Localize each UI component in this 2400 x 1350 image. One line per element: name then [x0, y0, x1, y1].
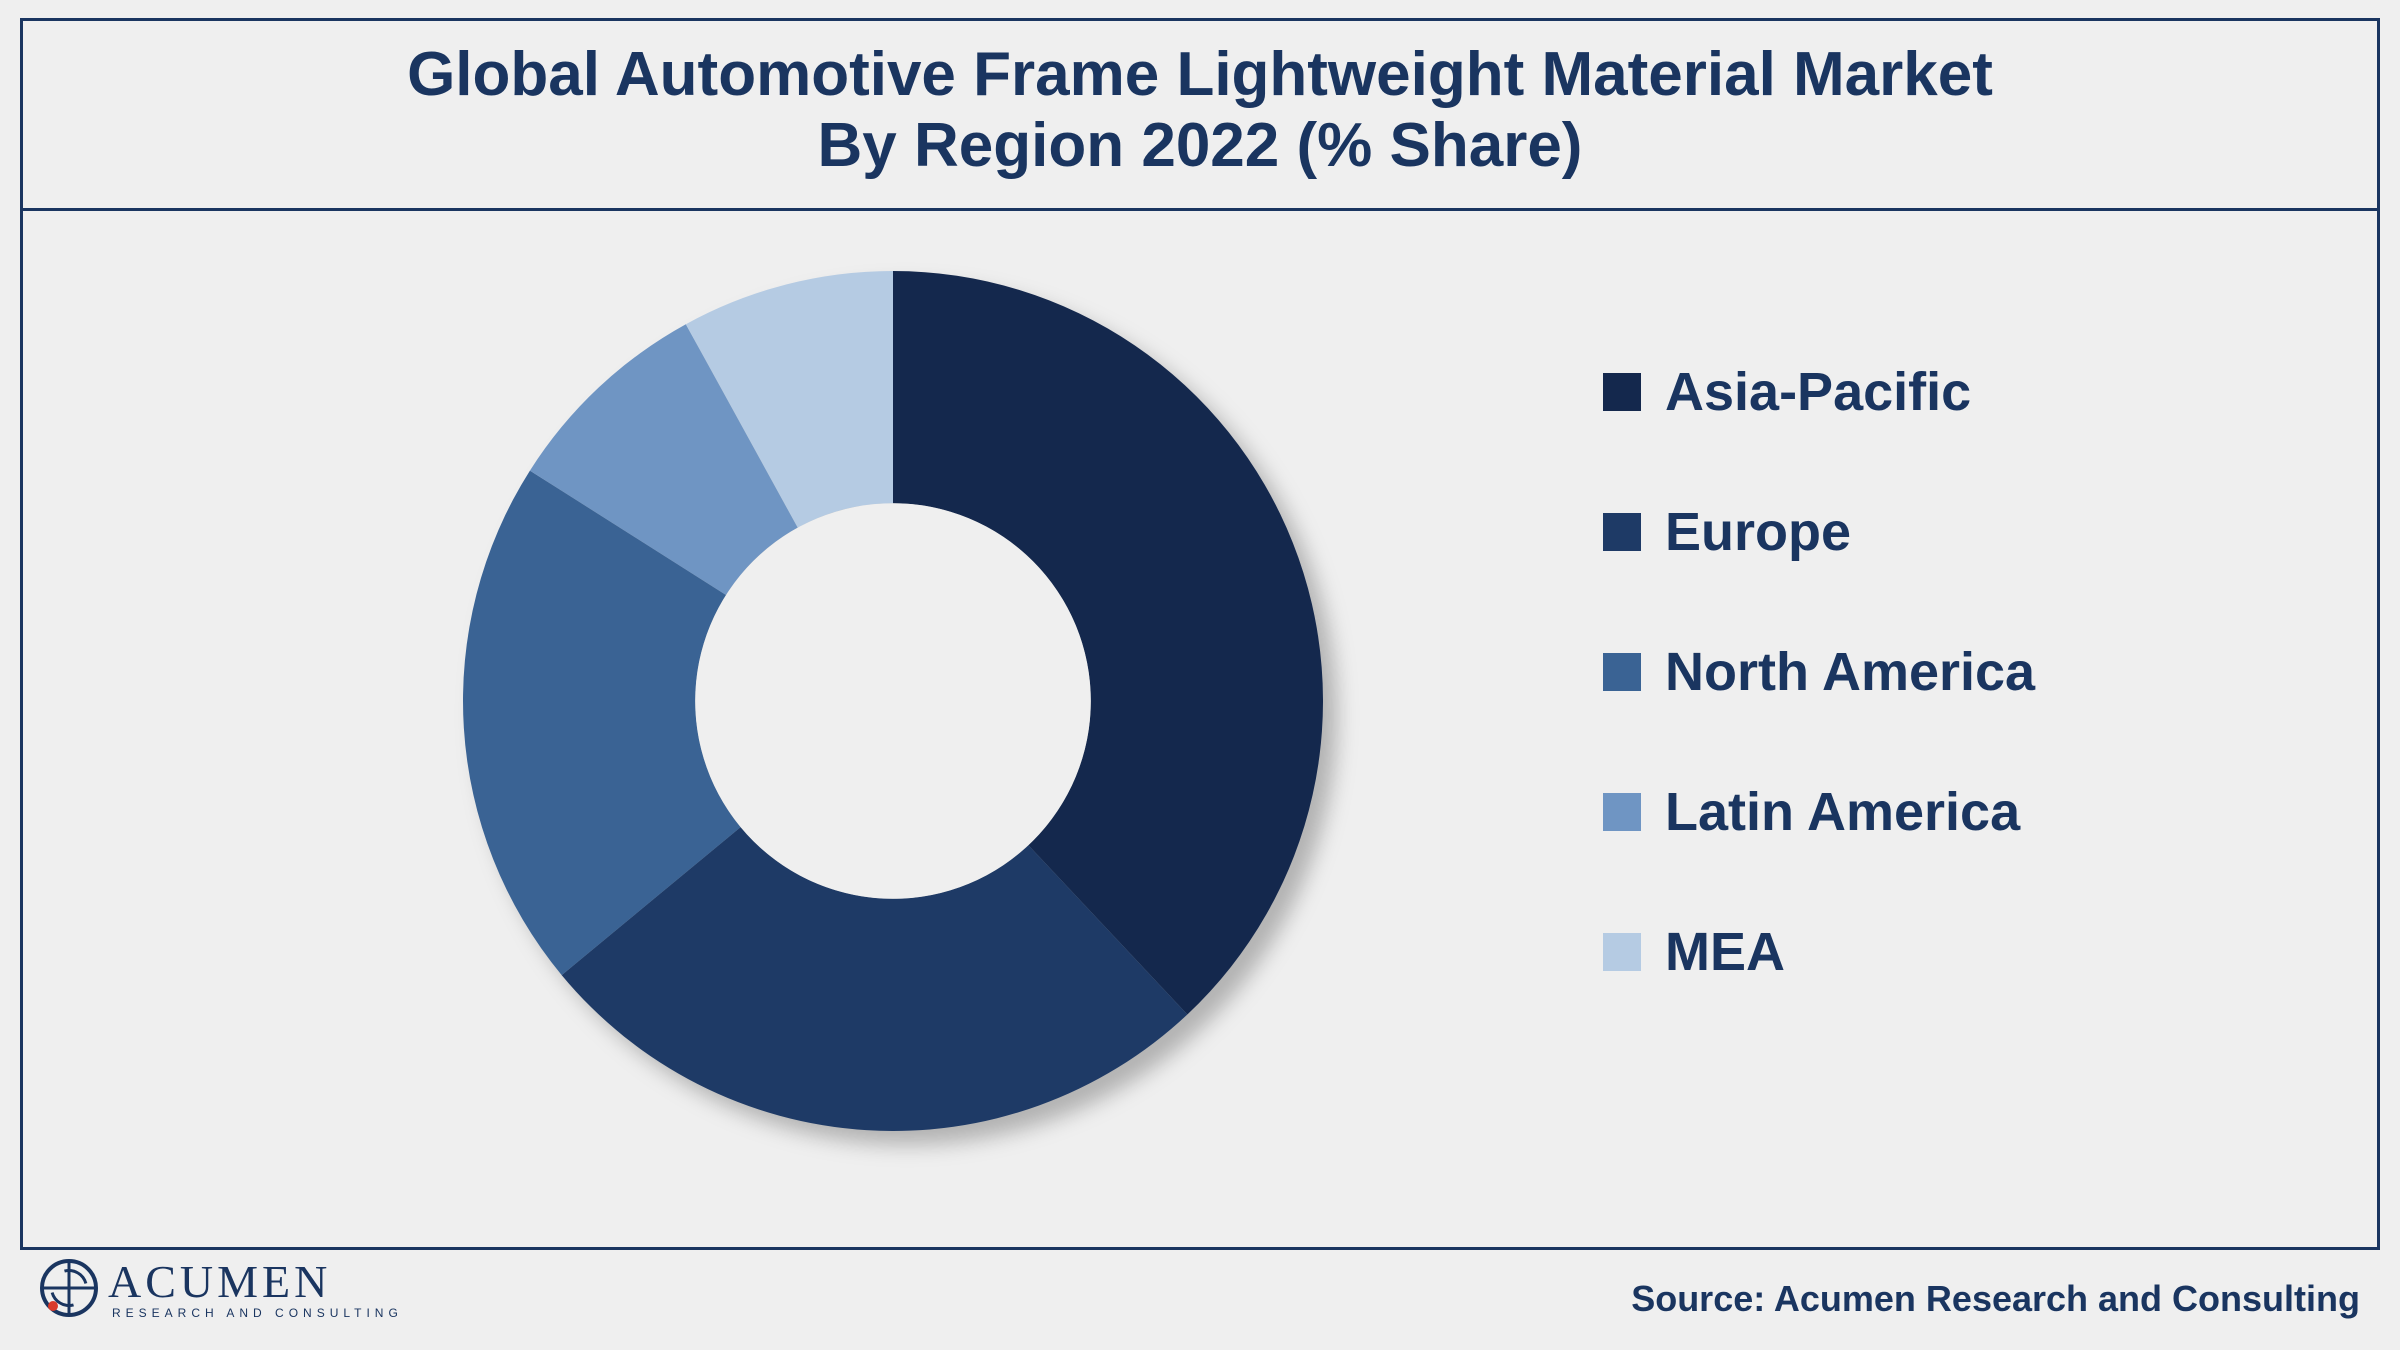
legend-item: North America	[1603, 641, 2035, 703]
footer: ACUMEN RESEARCH AND CONSULTING Source: A…	[40, 1255, 2360, 1320]
source-text: Source: Acumen Research and Consulting	[1631, 1278, 2360, 1320]
legend-item: Europe	[1603, 501, 2035, 563]
chart-frame: Global Automotive Frame Lightweight Mate…	[20, 18, 2380, 1250]
legend-item: MEA	[1603, 921, 2035, 983]
globe-icon	[40, 1259, 98, 1317]
chart-area: Asia-Pacific Europe North America Latin Ame…	[23, 201, 2377, 1247]
title-line-1: Global Automotive Frame Lightweight Mate…	[43, 39, 2357, 110]
logo-tagline: RESEARCH AND CONSULTING	[112, 1306, 403, 1320]
donut-chart	[443, 251, 1343, 1151]
legend-label: Europe	[1665, 501, 1851, 563]
title-bar: Global Automotive Frame Lightweight Mate…	[23, 21, 2377, 211]
acumen-logo: ACUMEN RESEARCH AND CONSULTING	[40, 1255, 403, 1320]
legend-label: Asia-Pacific	[1665, 361, 1971, 423]
legend-label: Latin America	[1665, 781, 2020, 843]
legend-swatch	[1603, 793, 1641, 831]
title-line-2: By Region 2022 (% Share)	[43, 110, 2357, 181]
legend-swatch	[1603, 653, 1641, 691]
donut-hole	[695, 503, 1091, 899]
legend-swatch	[1603, 513, 1641, 551]
legend-item: Asia-Pacific	[1603, 361, 2035, 423]
legend-label: MEA	[1665, 921, 1785, 983]
logo-name: ACUMEN	[108, 1255, 403, 1308]
legend: Asia-Pacific Europe North America Latin Ame…	[1603, 361, 2035, 1061]
legend-label: North America	[1665, 641, 2035, 703]
legend-swatch	[1603, 373, 1641, 411]
legend-item: Latin America	[1603, 781, 2035, 843]
legend-swatch	[1603, 933, 1641, 971]
